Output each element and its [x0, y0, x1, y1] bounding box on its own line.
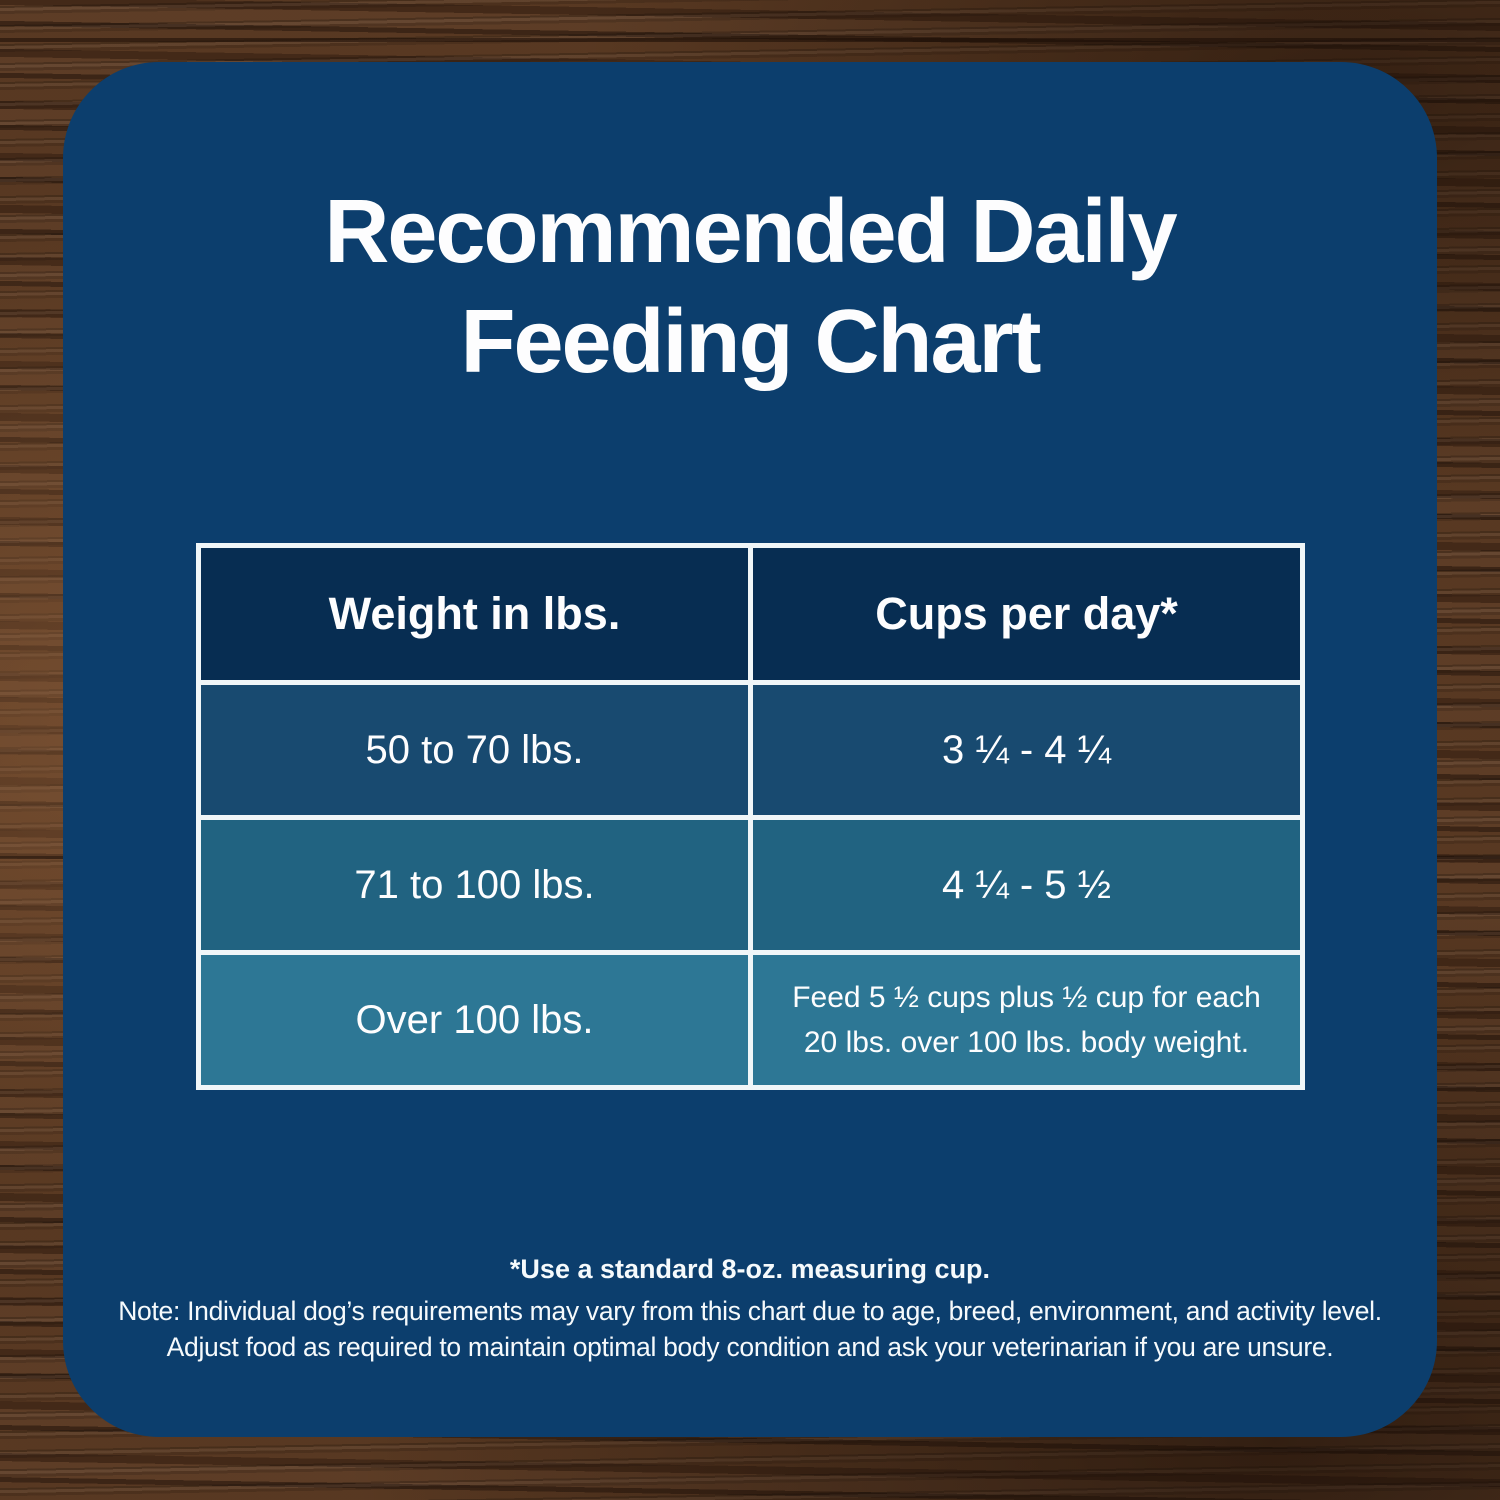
feeding-chart-panel: Recommended Daily Feeding Chart Weight i…	[63, 62, 1437, 1437]
footnotes: *Use a standard 8-oz. measuring cup. Not…	[63, 1254, 1437, 1365]
weight-cell: 71 to 100 lbs.	[196, 815, 753, 955]
cups-cell: 4 ¼ - 5 ½	[748, 815, 1305, 955]
column-header-cups: Cups per day*	[748, 543, 1305, 685]
footnote-note-1: Note: Individual dog’s requirements may …	[118, 1296, 1382, 1326]
title-line-1: Recommended Daily	[324, 182, 1177, 282]
footnote-note-2: Adjust food as required to maintain opti…	[166, 1332, 1334, 1363]
table-row: Over 100 lbs. Feed 5 ½ cups plus ½ cup f…	[196, 950, 1305, 1090]
cups-cell: 3 ¼ - 4 ¼	[748, 680, 1305, 820]
weight-cell: Over 100 lbs.	[196, 950, 753, 1090]
footnote-measuring-cup: *Use a standard 8-oz. measuring cup.	[509, 1254, 991, 1284]
title-line-2: Feeding Chart	[460, 291, 1041, 392]
feeding-table: Weight in lbs. Cups per day* 50 to 70 lb…	[196, 543, 1305, 1090]
page-title: Recommended Daily Feeding Chart	[63, 178, 1437, 398]
table-row: 71 to 100 lbs. 4 ¼ - 5 ½	[196, 815, 1305, 955]
table-header-row: Weight in lbs. Cups per day*	[196, 543, 1305, 685]
table-row: 50 to 70 lbs. 3 ¼ - 4 ¼	[196, 680, 1305, 820]
column-header-weight: Weight in lbs.	[196, 543, 753, 685]
weight-cell: 50 to 70 lbs.	[196, 680, 753, 820]
cups-cell: Feed 5 ½ cups plus ½ cup for each 20 lbs…	[748, 950, 1305, 1090]
